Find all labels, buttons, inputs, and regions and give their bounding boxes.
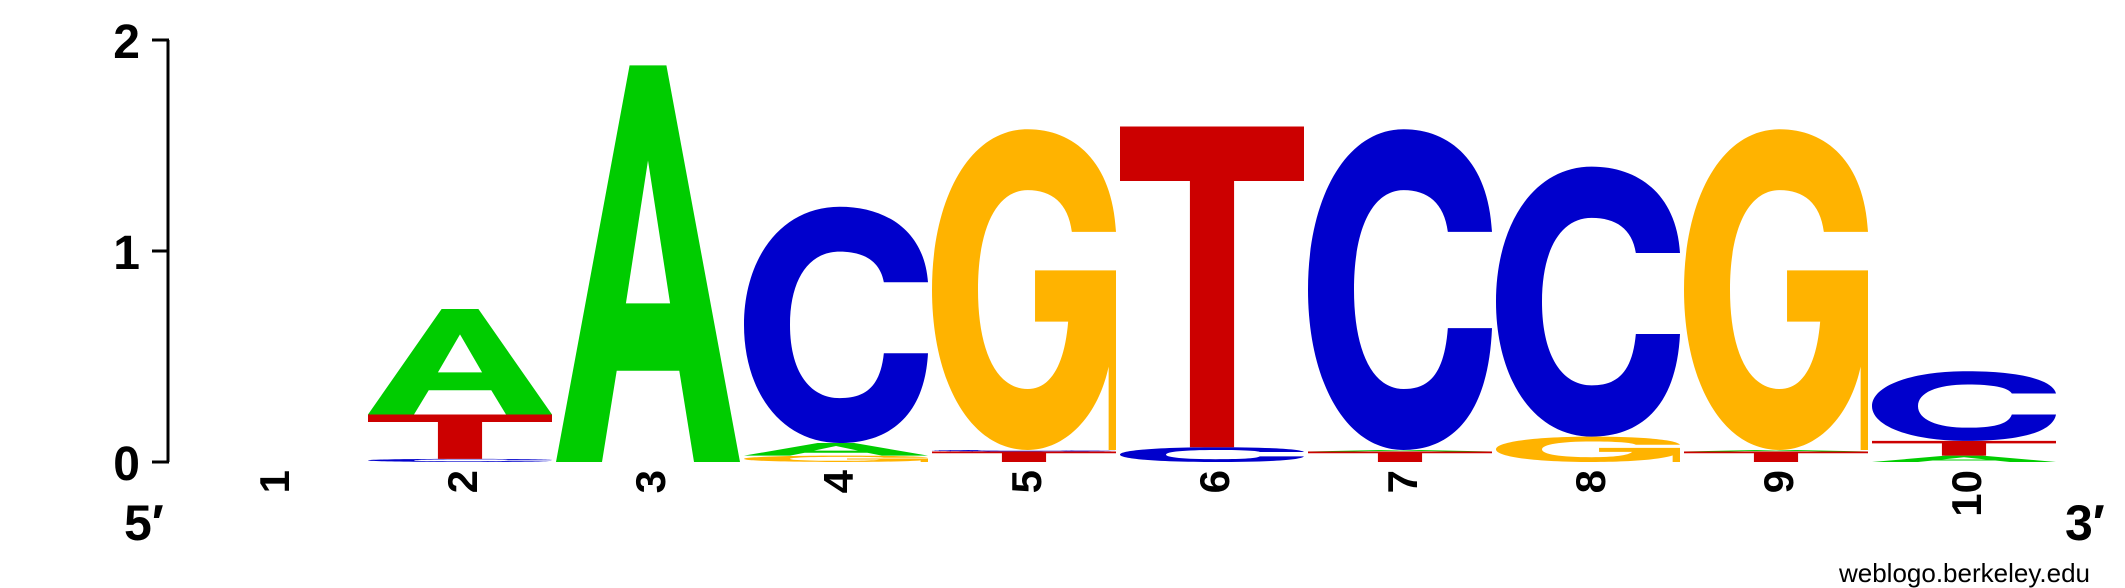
- five-prime-label: 5′: [124, 495, 164, 551]
- letter-t-pos-7: [1308, 451, 1492, 462]
- y-axis: 2 1 0: [113, 16, 170, 491]
- letter-a-pos-4: [744, 443, 928, 456]
- letter-c-pos-5: [932, 449, 1116, 452]
- letter-stacks: [368, 65, 2056, 462]
- credit-text: weblogo.berkeley.edu: [1838, 558, 2090, 588]
- x-tick-label-2: 2: [439, 470, 486, 493]
- y-tick-label-2: 2: [113, 16, 140, 69]
- letter-t-pos-10: [1872, 440, 2056, 456]
- letter-c-pos-10: [1872, 371, 2056, 441]
- letter-g-pos-5: [932, 129, 1116, 450]
- letter-a-pos-2: [368, 309, 552, 415]
- three-prime-label: 3′: [2065, 495, 2105, 551]
- x-tick-label-3: 3: [627, 470, 674, 493]
- letter-a-pos-9: [1684, 449, 1868, 452]
- x-tick-label-7: 7: [1379, 470, 1426, 493]
- letter-c-pos-4: [744, 206, 928, 444]
- letter-a-pos-10: [1872, 455, 2056, 462]
- y-tick-label-1: 1: [113, 227, 140, 280]
- x-tick-label-8: 8: [1567, 470, 1614, 493]
- x-tick-label-1: 1: [251, 470, 298, 493]
- x-tick-label-10: 10: [1943, 470, 1990, 517]
- letter-t-pos-9: [1684, 451, 1868, 462]
- letter-t-pos-2: [368, 414, 552, 459]
- letter-g-pos-9: [1684, 129, 1868, 450]
- letter-t-pos-5: [932, 451, 1116, 462]
- letter-c-pos-2: [368, 458, 552, 462]
- y-tick-label-0: 0: [113, 438, 140, 491]
- letter-t-pos-6: [1120, 126, 1304, 448]
- letter-g-pos-4: [744, 455, 928, 462]
- x-tick-label-5: 5: [1003, 470, 1050, 493]
- letter-c-pos-7: [1308, 129, 1492, 450]
- letter-c-pos-8: [1496, 166, 1680, 437]
- x-axis-labels: 1 2 3 4 5 6 7 8 9 10: [251, 469, 1990, 516]
- letter-a-pos-7: [1308, 449, 1492, 452]
- letter-g-pos-8: [1496, 436, 1680, 462]
- x-tick-label-9: 9: [1755, 470, 1802, 493]
- x-tick-label-6: 6: [1191, 470, 1238, 493]
- x-tick-label-4: 4: [815, 469, 862, 493]
- letter-a-pos-3: [556, 65, 740, 462]
- letter-c-pos-6: [1120, 447, 1304, 462]
